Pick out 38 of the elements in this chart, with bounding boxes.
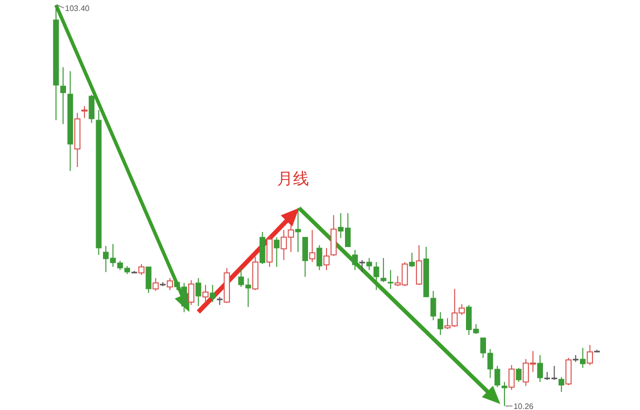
candlestick xyxy=(274,236,280,268)
candlestick xyxy=(266,234,273,268)
candlestick xyxy=(202,284,209,304)
candlestick xyxy=(373,262,380,291)
candlestick xyxy=(88,94,94,124)
candlestick xyxy=(388,270,394,290)
candlestick xyxy=(516,367,522,382)
candlestick xyxy=(537,354,543,382)
candlestick xyxy=(380,258,386,283)
candlestick xyxy=(295,207,301,253)
candlestick xyxy=(60,66,66,125)
candlestick xyxy=(210,284,216,303)
candlestick xyxy=(352,250,358,271)
candlestick xyxy=(438,312,444,336)
candlestick xyxy=(188,280,194,306)
candlestick xyxy=(416,244,422,286)
candlestick xyxy=(81,106,88,119)
candlestick xyxy=(166,278,173,291)
candlestick xyxy=(152,278,159,292)
candlestick xyxy=(146,266,152,294)
annotation: 103.40 xyxy=(65,4,90,13)
candlestick xyxy=(302,236,308,278)
candlestick xyxy=(316,244,322,271)
annotation: 10.26 xyxy=(513,402,534,410)
annotation: 月线 xyxy=(277,170,310,188)
candlestick xyxy=(586,344,593,366)
candlestick xyxy=(138,264,145,276)
candlestick xyxy=(323,248,330,271)
candlestick xyxy=(196,278,202,307)
candlestick xyxy=(558,376,564,392)
candlestick xyxy=(502,381,508,406)
candlestick xyxy=(359,260,365,273)
candlestick xyxy=(309,229,316,263)
candlestick xyxy=(430,290,436,321)
candlestick xyxy=(508,364,515,390)
candlestick xyxy=(580,347,586,368)
candlestick xyxy=(409,252,415,268)
candlestick xyxy=(366,258,372,271)
